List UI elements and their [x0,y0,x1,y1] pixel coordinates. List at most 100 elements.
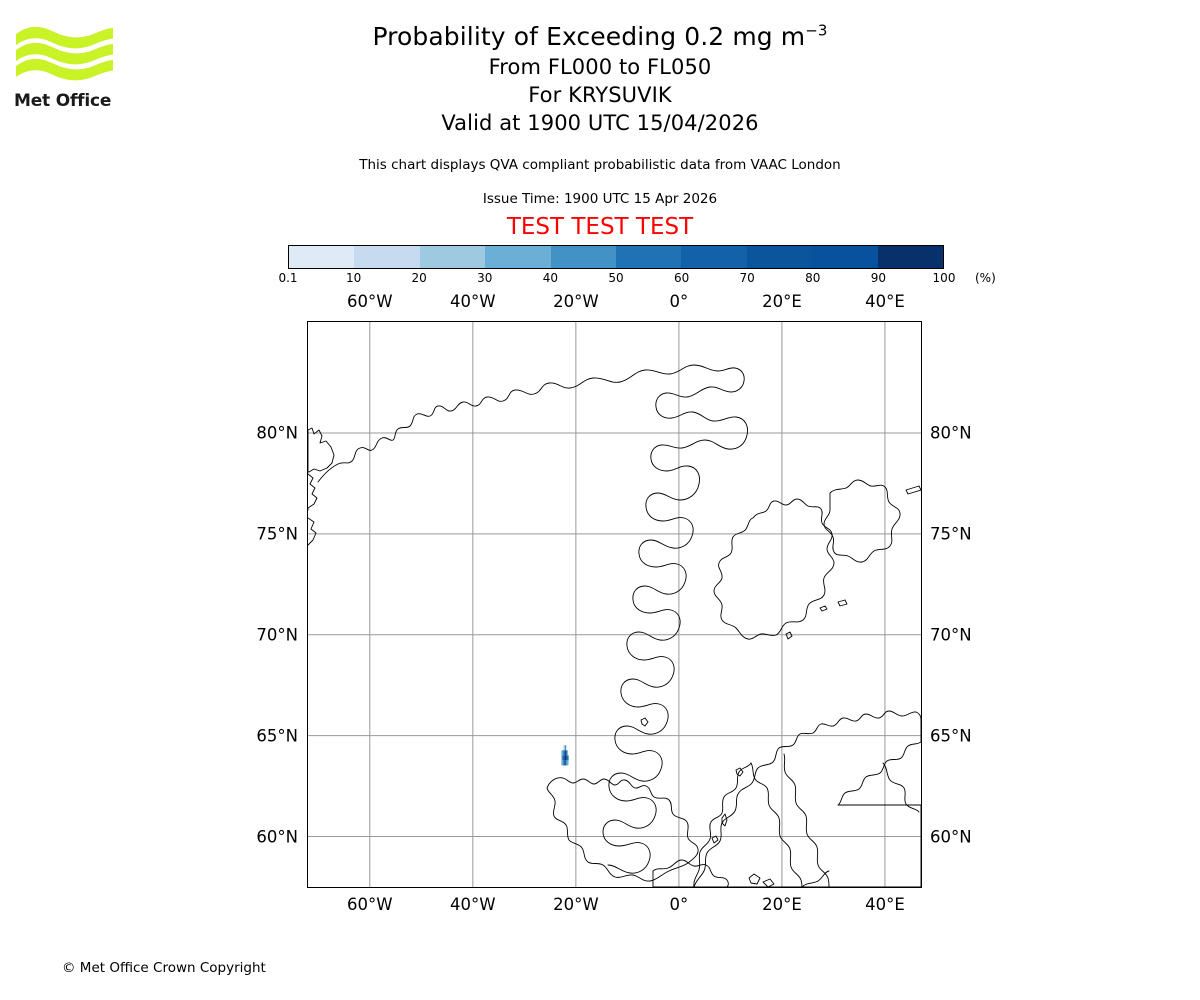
met-office-logo-text: Met Office [14,91,112,111]
coast-baltic [801,870,830,887]
colorbar-unit-label: (%) [975,271,996,285]
ash-cell-5 [562,760,564,766]
lon-label-bottom-60°W: 60°W [347,895,393,914]
lat-label-left-80°N: 80°N [256,423,298,443]
lon-label-bottom-40°W: 40°W [450,895,496,914]
colorbar-band-5 [616,246,682,268]
coastlines [308,364,921,887]
coast-ellesmere-south [308,473,318,511]
ash-cell-14 [566,750,568,756]
lon-label-top-20°W: 20°W [553,292,599,311]
chart-flight-level-line: From FL000 to FL050 [488,55,712,79]
issue-time-label: Issue Time: 1900 UTC 15 Apr 2026 [482,191,718,207]
ash-cell-7 [563,750,565,756]
ash-cell-11 [564,750,567,756]
ash-cell-1 [561,755,563,761]
chart-volcano-line: For KRYSUVIK [528,83,672,107]
map-plot-area[interactable] [307,321,922,888]
chart-main-title-exponent: −3 [805,21,828,40]
coast-kvitoya [905,485,921,495]
colorbar-tick-60: 60 [673,271,690,285]
colorbar-band-6 [681,246,747,268]
chart-valid-time-line: Valid at 1900 UTC 15/04/2026 [441,111,759,135]
coast-white-sea [882,762,920,813]
colorbar-tick-100: 100 [932,271,956,285]
lat-label-right-60°N: 60°N [930,827,972,847]
lon-label-top-40°W: 40°W [450,292,496,311]
lat-label-left-60°N: 60°N [256,827,298,847]
colorbar-tick-0.1: 0.1 [278,271,298,285]
coast-greenland [317,364,748,874]
coast-scotland [652,859,729,887]
coast-spitsbergen [713,498,835,640]
colorbar-tick-30: 30 [477,271,493,285]
coast-nordaustlandet [823,479,901,563]
colorbar-tick-90: 90 [870,271,887,285]
coast-bear-island [785,631,793,640]
lon-label-bottom-20°E: 20°E [762,895,802,914]
ash-probability-plume [561,745,569,766]
lon-label-top-40°E: 40°E [865,292,905,311]
lon-label-top-20°E: 20°E [762,292,802,311]
map-canvas [308,322,921,887]
qva-compliance-note: This chart displays QVA compliant probab… [359,157,841,173]
colorbar-band-9 [877,246,944,268]
ash-cell-17 [567,755,569,761]
ash-cell-9 [563,760,565,766]
ash-cell-0 [561,750,563,756]
coast-svalbard-islet-2 [837,599,848,607]
colorbar-band-1 [354,246,420,268]
colorbar-band-3 [485,246,551,268]
colorbar-band-8 [812,246,878,268]
colorbar-tick-50: 50 [608,271,624,285]
coast-orkney [711,835,719,844]
coast-baffin-edge [308,517,317,546]
map-gridlines [308,322,921,887]
lat-label-left-70°N: 70°N [256,625,298,645]
colorbar-band-2 [419,246,486,268]
ash-cell-4 [562,755,564,761]
lat-label-right-75°N: 75°N [930,524,972,544]
ash-cell-15 [566,755,568,761]
met-office-logo: Met Office [14,24,114,116]
chart-main-title-text: Probability of Exceeding 0.2 mg m [372,22,806,51]
coast-bothnia-west [750,762,803,887]
colorbar-tick-80: 80 [805,271,821,285]
lon-label-bottom-0°: 0° [669,895,689,914]
colorbar-tick-labels: 0.1 10 20 30 40 50 60 70 80 90 100 [278,269,955,285]
ash-cell-10 [564,745,567,751]
coast-ellesmere [308,427,335,473]
coast-denmark [748,873,761,885]
colorbar-band-0 [289,246,355,268]
colorbar-tick-40: 40 [542,271,559,285]
lon-label-bottom-20°W: 20°W [553,895,599,914]
lat-label-left-65°N: 65°N [256,726,298,746]
test-banner: TEST TEST TEST [506,214,694,240]
ash-cell-18 [567,760,569,766]
ash-cell-6 [563,745,565,751]
coast-scandinavia [693,710,921,887]
coast-iceland [546,777,699,882]
chart-title-block: Probability of Exceeding 0.2 mg m−3 From… [0,21,1200,135]
lat-label-right-70°N: 70°N [930,625,972,645]
coast-denmark-2 [762,878,775,887]
ash-cell-13 [564,760,567,766]
chart-main-title: Probability of Exceeding 0.2 mg m−3 [0,21,1200,51]
lat-label-right-65°N: 65°N [930,726,972,746]
lon-label-top-0°: 0° [669,292,689,311]
ash-cell-12 [564,755,567,761]
lat-label-right-80°N: 80°N [930,423,972,443]
colorbar-band-7 [746,246,813,268]
ash-cell-3 [562,750,564,756]
coast-bothnia-east [783,753,830,887]
lon-label-bottom-40°E: 40°E [865,895,905,914]
lon-label-top-60°W: 60°W [347,292,393,311]
probability-colorbar [288,245,944,269]
ash-cell-8 [563,755,565,761]
coast-svalbard-islet-1 [819,605,828,612]
lat-label-left-75°N: 75°N [256,524,298,544]
coast-jan-mayen [640,717,649,727]
met-office-wave-mark [16,26,113,81]
coast-norway-fjords [693,762,752,887]
colorbar-gradient [288,245,944,269]
